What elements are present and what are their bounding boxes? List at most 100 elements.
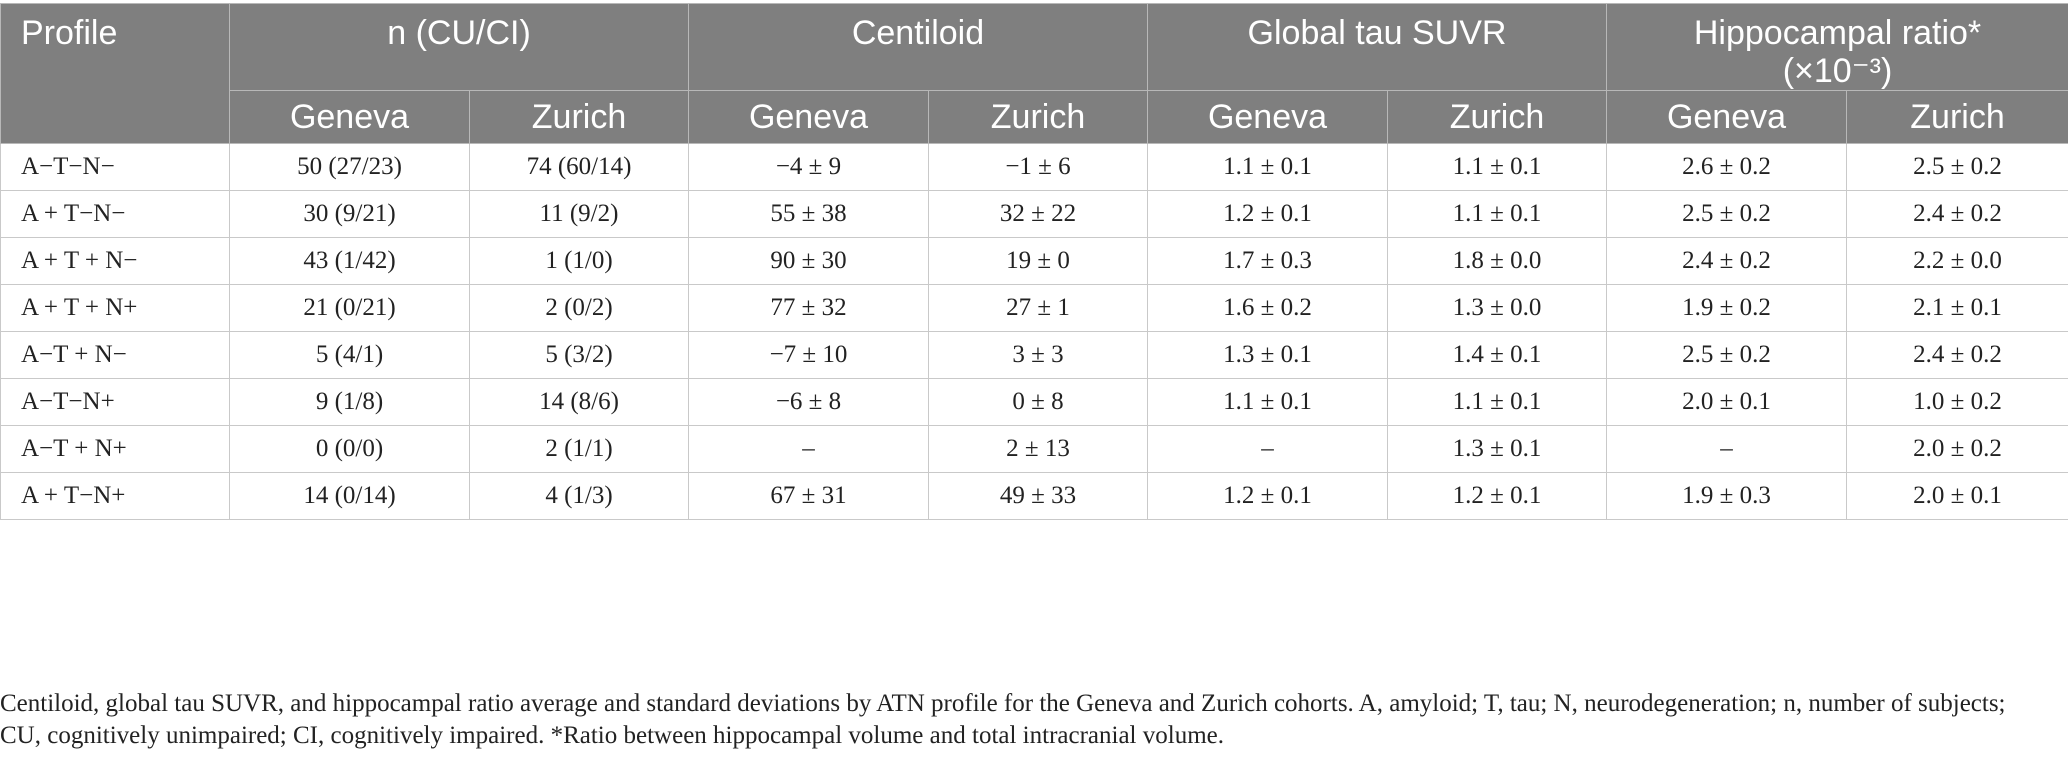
profile-cell: A + T−N+ [0,472,230,520]
header-cohort: Geneva [688,90,929,144]
header-cohort: Zurich [469,90,689,144]
table-header: Profile n (CU/CI) Centiloid Global tau S… [0,3,2068,144]
table-cell: 1.2 ± 0.1 [1147,190,1388,238]
header-row-groups: Profile n (CU/CI) Centiloid Global tau S… [0,3,2068,144]
table-cell: 2.5 ± 0.2 [1606,331,1847,379]
header-hippocampal-ratio-line2: (×10⁻³) [1782,52,1893,90]
table-cell: 19 ± 0 [928,237,1148,285]
table-cell: 30 (9/21) [229,190,470,238]
atn-profile-table: Profile n (CU/CI) Centiloid Global tau S… [0,3,2068,520]
table-cell: 27 ± 1 [928,284,1148,332]
table-cell: 1.3 ± 0.1 [1147,331,1388,379]
table-cell: 1.1 ± 0.1 [1387,378,1607,426]
table-cell: 1.8 ± 0.0 [1387,237,1607,285]
table-cell: 90 ± 30 [688,237,929,285]
profile-cell: A + T−N− [0,190,230,238]
table-cell: 2.2 ± 0.0 [1845,237,2068,285]
header-cohort: Geneva [1606,90,1847,144]
header-cohort: Zurich [1845,90,2068,144]
table-cell: −1 ± 6 [928,143,1148,191]
header-global-tau-suvr: Global tau SUVR [1147,3,1607,91]
header-row-cohorts: Geneva Zurich Geneva Zurich Geneva Zuric… [1,90,2068,144]
header-profile: Profile [0,3,230,144]
profile-cell: A−T + N+ [0,425,230,473]
table-body: A−T−N− 50 (27/23) 74 (60/14) −4 ± 9 −1 ± 6 1.… [0,143,2068,520]
table-cell: −4 ± 9 [688,143,929,191]
profile-cell: A−T + N− [0,331,230,379]
table-cell: 1.9 ± 0.3 [1606,472,1847,520]
table-cell: 1.4 ± 0.1 [1387,331,1607,379]
header-n-cu-ci: n (CU/CI) [229,3,689,91]
table-row: A−T + N+ 0 (0/0) 2 (1/1) –2 ± 13–1.3 ± 0.1–… [0,425,2068,473]
table-cell: −7 ± 10 [688,331,929,379]
table-cell: 9 (1/8) [229,378,470,426]
table-cell: 74 (60/14) [469,143,689,191]
table-cell: 2.5 ± 0.2 [1845,143,2068,191]
table-cell: 14 (0/14) [229,472,470,520]
table-cell: 2.0 ± 0.2 [1845,425,2068,473]
table-row: A + T−N− 30 (9/21) 11 (9/2) 55 ± 38 32 ± 22 1… [0,190,2068,238]
table-cell: – [1147,425,1388,473]
table-cell: 1.0 ± 0.2 [1845,378,2068,426]
table-cell: 14 (8/6) [469,378,689,426]
table-cell: 55 ± 38 [688,190,929,238]
table-cell: 1.1 ± 0.1 [1387,190,1607,238]
header-cohort: Geneva [1147,90,1388,144]
table-row: A−T + N− 5 (4/1) 5 (3/2) −7 ± 10 3 ± 3 1.3 ± … [0,331,2068,379]
table-cell: 11 (9/2) [469,190,689,238]
table-cell: 2.0 ± 0.1 [1845,472,2068,520]
header-cohort: Zurich [1387,90,1607,144]
table-cell: 1.1 ± 0.1 [1387,143,1607,191]
table-cell: – [688,425,929,473]
table-cell: 32 ± 22 [928,190,1148,238]
table-cell: 43 (1/42) [229,237,470,285]
profile-cell: A−T−N+ [0,378,230,426]
table-cell: – [1606,425,1847,473]
table-cell: 21 (0/21) [229,284,470,332]
header-centiloid: Centiloid [688,3,1148,91]
table-cell: 0 ± 8 [928,378,1148,426]
table-cell: 1.9 ± 0.2 [1606,284,1847,332]
table-cell: 2 (0/2) [469,284,689,332]
table-cell: 2.4 ± 0.2 [1845,331,2068,379]
table-cell: 50 (27/23) [229,143,470,191]
table-cell: 1.6 ± 0.2 [1147,284,1388,332]
table-cell: 4 (1/3) [469,472,689,520]
table-cell: 2 ± 13 [928,425,1148,473]
header-hippocampal-ratio-line1: Hippocampal ratio* [1693,14,1982,52]
table-cell: 1.7 ± 0.3 [1147,237,1388,285]
table-cell: 77 ± 32 [688,284,929,332]
profile-cell: A + T + N+ [0,284,230,332]
profile-cell: A−T−N− [0,143,230,191]
table-cell: 5 (4/1) [229,331,470,379]
table-cell: 3 ± 3 [928,331,1148,379]
table-cell: −6 ± 8 [688,378,929,426]
table-cell: 1 (1/0) [469,237,689,285]
table-cell: 2.1 ± 0.1 [1845,284,2068,332]
table-cell: 67 ± 31 [688,472,929,520]
table-cell: 2.4 ± 0.2 [1606,237,1847,285]
header-cohort: Zurich [928,90,1148,144]
table-cell: 2.0 ± 0.1 [1606,378,1847,426]
table-cell: 1.1 ± 0.1 [1147,143,1388,191]
table-cell: 1.2 ± 0.1 [1147,472,1388,520]
table-row: A−T−N− 50 (27/23) 74 (60/14) −4 ± 9 −1 ± 6 1.… [0,143,2068,191]
profile-cell: A + T + N− [0,237,230,285]
table-cell: 2 (1/1) [469,425,689,473]
table-cell: 1.3 ± 0.1 [1387,425,1607,473]
table-row: A + T−N+ 14 (0/14) 4 (1/3) 67 ± 31 49 ± 33 1.… [0,472,2068,520]
header-cohort: Geneva [229,90,470,144]
table-cell: 1.2 ± 0.1 [1387,472,1607,520]
table-cell: 2.6 ± 0.2 [1606,143,1847,191]
table-cell: 2.5 ± 0.2 [1606,190,1847,238]
table-cell: 1.3 ± 0.0 [1387,284,1607,332]
header-hippocampal-ratio: Hippocampal ratio* (×10⁻³) [1605,3,2068,91]
table-cell: 49 ± 33 [928,472,1148,520]
table-footnote: Centiloid, global tau SUVR, and hippocam… [0,690,2006,749]
table-cell: 2.4 ± 0.2 [1845,190,2068,238]
table-cell: 1.1 ± 0.1 [1147,378,1388,426]
table-cell: 5 (3/2) [469,331,689,379]
